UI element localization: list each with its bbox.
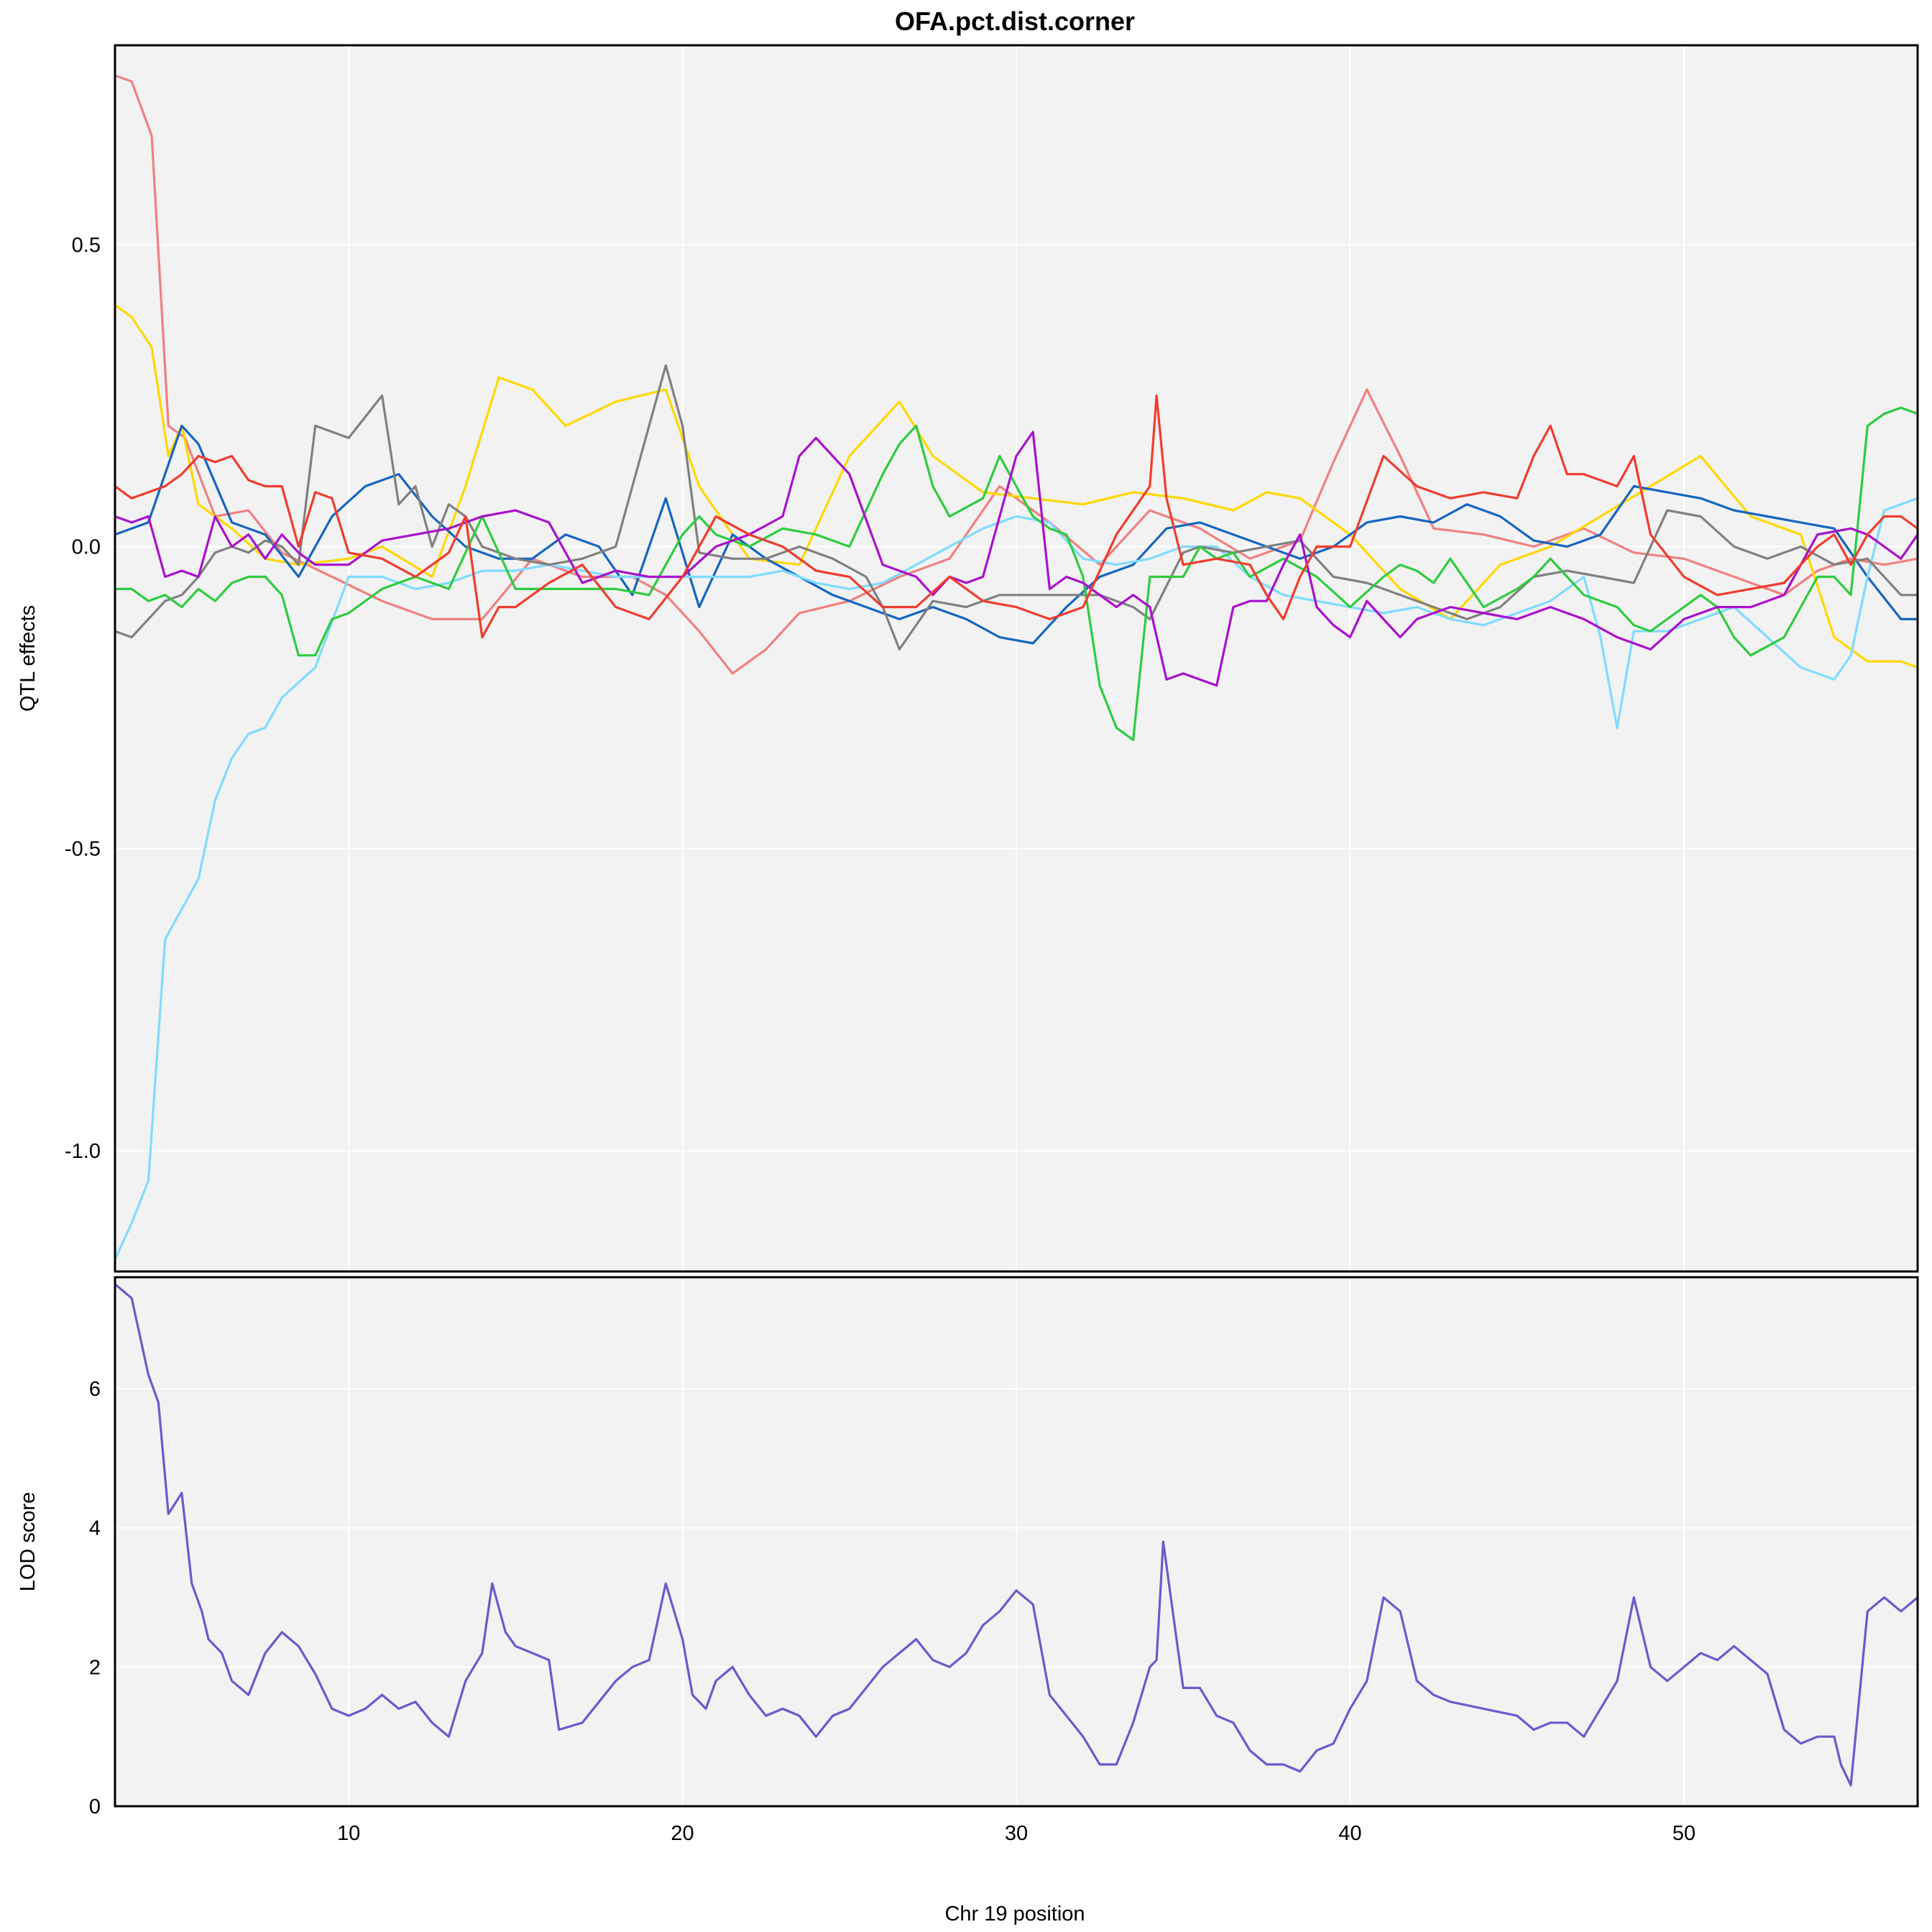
- x-tick-label: 50: [1673, 1822, 1696, 1845]
- x-tick-label: 30: [1005, 1822, 1028, 1845]
- qtl-effects-series-line-7: [114, 394, 1919, 639]
- lod-score-y-tick-label: 6: [89, 1378, 101, 1401]
- lod-score-frame: [114, 1276, 1919, 1808]
- qtl-effects-series-line-6: [114, 431, 1919, 687]
- x-tick-label: 10: [337, 1822, 360, 1845]
- x-tick-label: 40: [1338, 1822, 1361, 1845]
- x-tick-label: 20: [671, 1822, 694, 1845]
- qtl-effects-frame: [114, 44, 1919, 1273]
- qtl-effects-series-line-4: [114, 364, 1919, 650]
- lod-score-series: [114, 1283, 1919, 1787]
- qtl-effects-series-line-5: [114, 406, 1919, 742]
- qtl-effects-y-ticks: 0.5 0.0 -0.5 -1.0: [65, 234, 101, 1163]
- lod-score-y-tick-label: 0: [89, 1795, 101, 1818]
- qtl-effects-y-tick-label: 0.5: [72, 234, 101, 257]
- qtl-effects-y-tick-label: 0.0: [72, 536, 101, 559]
- lod-score-series-line-0: [114, 1283, 1919, 1787]
- qtl-effects-gridlines: [115, 45, 1918, 1271]
- qtl-effects-y-tick-label: -1.0: [65, 1140, 101, 1163]
- lod-score-y-tick-label: 2: [89, 1656, 101, 1679]
- qtl-effects-y-label: QTL effects: [17, 605, 40, 712]
- qtl-effects-series: [114, 74, 1919, 1261]
- qtl-effects-series-line-2: [114, 424, 1919, 645]
- chart-title: OFA.pct.dist.corner: [895, 6, 1135, 36]
- lod-score-panel: 0 2 4 6 LOD score: [17, 1276, 1919, 1818]
- x-axis-label: Chr 19 position: [944, 1903, 1085, 1926]
- lod-score-y-ticks: 0 2 4 6: [89, 1378, 101, 1818]
- qtl-effects-y-tick-label: -0.5: [65, 838, 101, 861]
- lod-score-y-label: LOD score: [17, 1492, 40, 1592]
- qtl-effects-panel: 0.5 0.0 -0.5 -1.0 QTL effects: [17, 44, 1919, 1273]
- x-ticks: 10 20 30 40 50: [337, 1822, 1696, 1845]
- lod-score-y-tick-label: 4: [89, 1517, 101, 1540]
